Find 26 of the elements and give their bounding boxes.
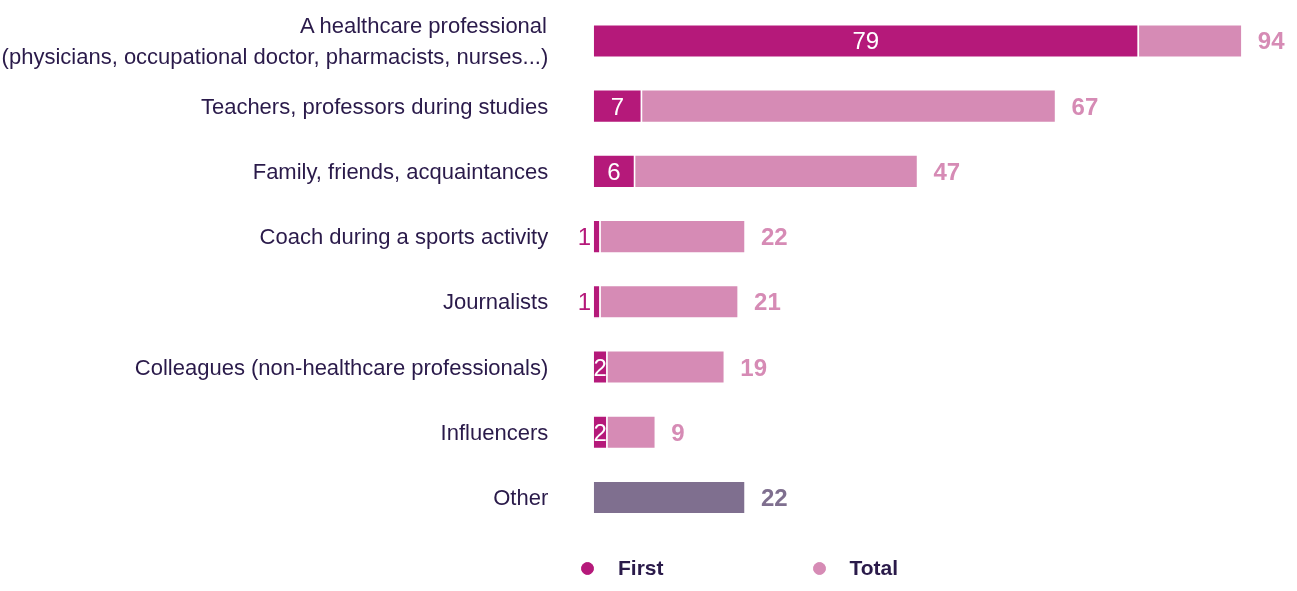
data-label: 6: [607, 157, 621, 185]
data-label: 2: [593, 353, 607, 381]
total-label: 19: [740, 353, 768, 381]
total-label: 22: [761, 483, 788, 511]
data-label: 1: [577, 223, 592, 251]
y-tick-label: Coach during a sports activity: [259, 224, 549, 250]
total-label: 94: [1257, 27, 1286, 55]
data-label: 1: [577, 288, 592, 316]
y-tick-label: A healthcare professional (physicians, occupational doctor, pharmacists, nurses...): [1, 12, 549, 70]
legend-label: Total: [849, 556, 899, 580]
y-tick-label: Journalists: [443, 289, 549, 315]
y-tick-label: Teachers, professors during studies: [200, 93, 549, 119]
y-tick-label: Influencers: [440, 419, 549, 445]
y-tick-label: Family, friends, acquaintances: [252, 158, 549, 184]
y-tick-label: Other: [493, 484, 549, 510]
total-label: 67: [1071, 92, 1099, 120]
y-tick-label: Colleagues (non-healthcare professionals): [134, 354, 549, 380]
total-label: 22: [761, 223, 788, 251]
data-label: 2: [593, 418, 607, 446]
data-label: 79: [852, 27, 880, 55]
bar: [592, 480, 746, 515]
data-label: 7: [610, 92, 625, 120]
total-label: 47: [933, 157, 961, 185]
legend-label: First: [618, 556, 664, 580]
total-label: 21: [754, 288, 781, 316]
total-label: 9: [671, 418, 685, 446]
